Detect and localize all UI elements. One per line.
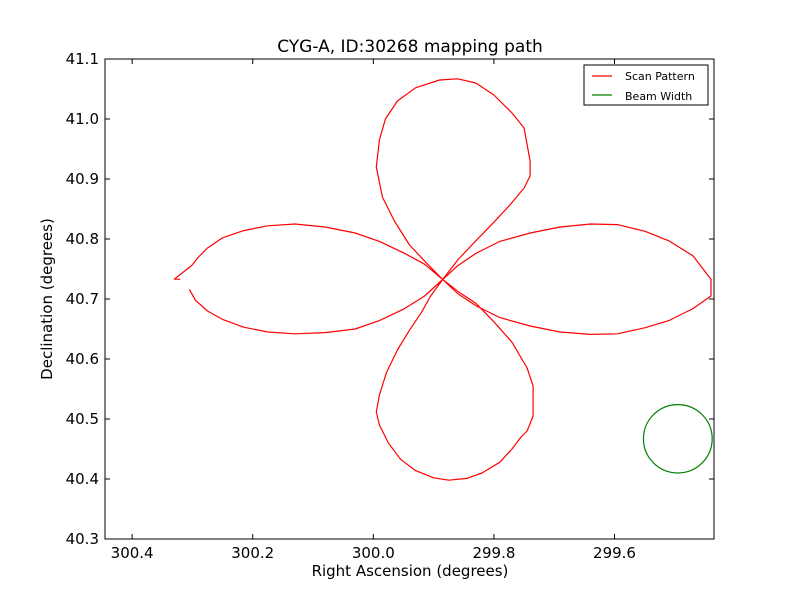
y-tick-label: 41.0 <box>66 110 99 128</box>
x-axis-label: Right Ascension (degrees) <box>312 562 509 580</box>
x-tick-label: 299.8 <box>472 544 515 562</box>
x-tick-label: 300.4 <box>111 544 154 562</box>
x-tick-label: 300.2 <box>231 544 274 562</box>
y-tick-label: 40.7 <box>66 290 99 308</box>
y-tick-label: 40.5 <box>66 410 99 428</box>
chart-title: CYG-A, ID:30268 mapping path <box>277 37 543 57</box>
x-tick-label: 300.0 <box>352 544 395 562</box>
legend-label-beam-width: Beam Width <box>625 90 692 103</box>
y-axis-label: Declination (degrees) <box>38 218 56 380</box>
y-tick-label: 40.4 <box>66 470 99 488</box>
series-line-scan-pattern <box>173 78 712 481</box>
y-tick-label: 40.8 <box>66 230 99 248</box>
series-beam-width-circle <box>642 403 713 474</box>
legend-box <box>583 64 709 106</box>
y-tick-label: 40.9 <box>66 170 99 188</box>
x-tick-label: 299.6 <box>593 544 636 562</box>
legend-label-scan-pattern: Scan Pattern <box>625 70 695 83</box>
axis-ticks: 300.4 300.2 300.0 299.8 299.6 40.3 40.4 40.5 40.… <box>66 50 714 562</box>
plot-area <box>173 78 713 481</box>
legend: Scan Pattern Beam Width <box>583 64 709 106</box>
y-tick-label: 40.6 <box>66 350 99 368</box>
y-tick-label: 41.1 <box>66 50 99 68</box>
y-tick-label: 40.3 <box>66 530 99 548</box>
